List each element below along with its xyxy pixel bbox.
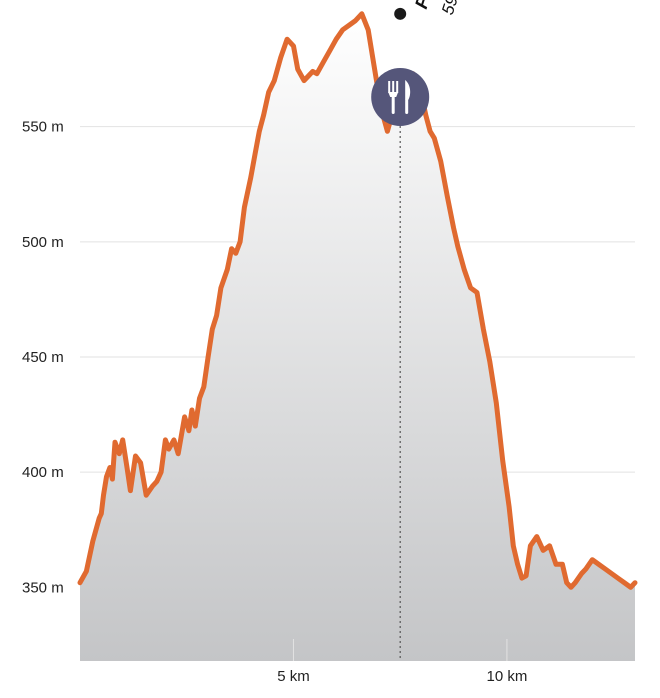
- x-tick-label: 10 km: [486, 668, 527, 685]
- poi-label-group: Františkův Dvůr 599 m. n. m.: [411, 0, 485, 17]
- x-tick-label: 5 km: [277, 668, 310, 685]
- y-tick-label: 550 m: [22, 119, 64, 136]
- fork-knife-icon: [371, 68, 430, 126]
- y-tick-label: 450 m: [22, 349, 64, 366]
- x-axis-ticks: 5 km 10 km: [277, 639, 527, 685]
- y-tick-label: 350 m: [22, 579, 64, 596]
- y-tick-label: 500 m: [22, 234, 64, 251]
- y-tick-label: 400 m: [22, 464, 64, 481]
- elevation-area-fill: [80, 13, 635, 662]
- poi-marker: [394, 7, 407, 20]
- y-axis-ticks: 350 m 400 m 450 m 500 m 550 m: [22, 119, 64, 597]
- poi-elevation-label: 599 m. n. m.: [438, 0, 485, 17]
- elevation-line: [77, 11, 638, 590]
